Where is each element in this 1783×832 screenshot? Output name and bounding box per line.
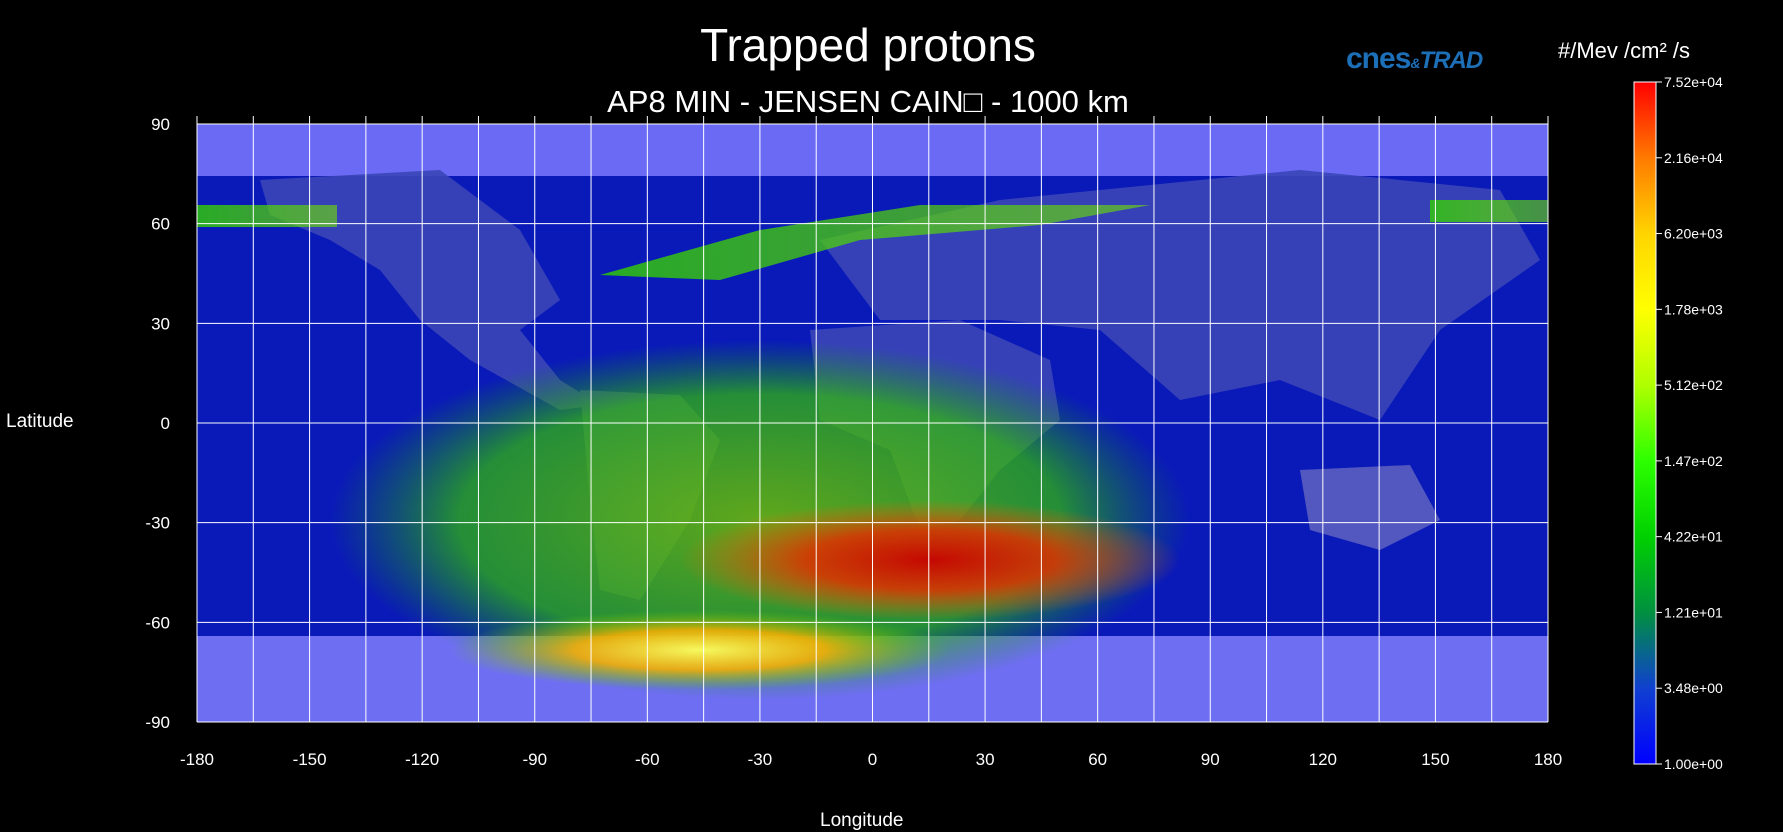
- x-tick-label: -90: [522, 750, 547, 769]
- cnes-trad-logo: cnes&TRAD: [1346, 42, 1483, 75]
- colorbar-tick-label: 1.47e+02: [1664, 453, 1723, 469]
- x-tick-label: 90: [1201, 750, 1220, 769]
- southern-peak: [450, 610, 950, 690]
- y-tick-label: -60: [145, 613, 170, 632]
- y-tick-label: 0: [161, 414, 170, 433]
- chart-subtitle: AP8 MIN - JENSEN CAIN□ - 1000 km: [607, 84, 1129, 119]
- northern-belt-east: [1430, 200, 1548, 222]
- y-tick-label: -30: [145, 514, 170, 533]
- x-tick-label: -60: [635, 750, 660, 769]
- colorbar-tick-label: 3.48e+00: [1664, 680, 1723, 696]
- x-tick-label: 60: [1088, 750, 1107, 769]
- colorbar-tick-label: 4.22e+01: [1664, 529, 1723, 545]
- colorbar-tick-label: 1.78e+03: [1664, 301, 1723, 317]
- x-tick-label: -150: [293, 750, 327, 769]
- y-tick-label: 30: [151, 314, 170, 333]
- grid-lines: [196, 116, 1549, 723]
- colorbar-tick-labels: 7.52e+04 2.16e+04 6.20e+03 1.78e+03 5.12e+02…: [1656, 74, 1723, 772]
- x-tick-label: 120: [1309, 750, 1337, 769]
- y-axis-label: Latitude: [6, 411, 74, 432]
- colorbar-tick-label: 7.52e+04: [1664, 74, 1723, 90]
- colorbar-tick-label: 5.12e+02: [1664, 377, 1723, 393]
- x-tick-label: -30: [748, 750, 773, 769]
- x-tick-label: 0: [868, 750, 877, 769]
- chart-title: Trapped protons: [700, 19, 1036, 71]
- colorbar-tick-label: 6.20e+03: [1664, 226, 1723, 242]
- x-axis-label: Longitude: [820, 810, 904, 831]
- colorbar-tick-label: 1.21e+01: [1664, 604, 1723, 620]
- x-tick-label: -120: [405, 750, 439, 769]
- colorbar: [1633, 81, 1657, 765]
- saa-core: [680, 500, 1180, 620]
- y-tick-label: 90: [151, 115, 170, 134]
- x-tick-labels: -180 -150 -120 -90 -60 -30 0 30 60 90 120 150 180: [180, 750, 1562, 769]
- colorbar-tick-label: 1.00e+00: [1664, 756, 1723, 772]
- colorbar-unit: #/Mev /cm² /s: [1558, 38, 1691, 63]
- x-tick-label: -180: [180, 750, 214, 769]
- y-tick-labels: 90 60 30 0 -30 -60 -90: [145, 115, 170, 732]
- northern-belt-west: [197, 205, 337, 227]
- y-tick-label: -90: [145, 713, 170, 732]
- x-tick-label: 30: [976, 750, 995, 769]
- colorbar-tick-label: 2.16e+04: [1664, 150, 1723, 166]
- x-tick-label: 180: [1534, 750, 1562, 769]
- y-tick-label: 60: [151, 215, 170, 234]
- x-tick-label: 150: [1421, 750, 1449, 769]
